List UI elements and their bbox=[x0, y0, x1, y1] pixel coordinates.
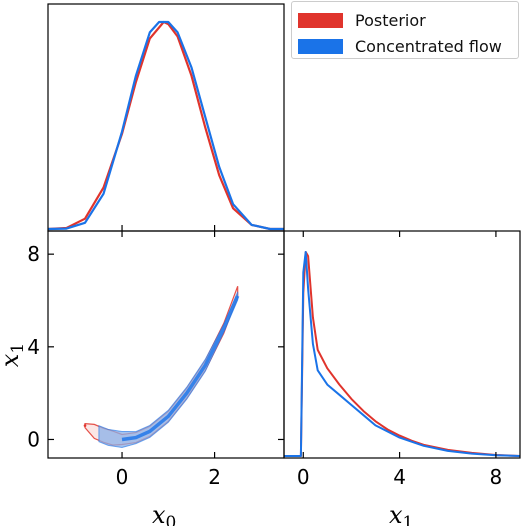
x0-tick-label-2: 2 bbox=[208, 465, 221, 489]
joint-flow-core bbox=[121, 295, 240, 442]
x1-tick-label-4: 4 bbox=[393, 465, 406, 489]
legend-item-flow: Concentrated flow bbox=[298, 35, 502, 57]
legend-label-flow: Concentrated flow bbox=[355, 36, 502, 56]
x1-axis-subscript: 1 bbox=[403, 513, 414, 526]
x1-ytick-label-8: 8 bbox=[27, 242, 40, 266]
posterior-swatch bbox=[298, 12, 343, 28]
marginal-x0-layer bbox=[48, 20, 284, 231]
marginal-x0-frame bbox=[47, 3, 285, 232]
x1-y-axis-subscript: 1 bbox=[8, 343, 28, 354]
x1-tick-label-0: 0 bbox=[297, 465, 310, 489]
marginal-x0-posterior-line bbox=[48, 20, 284, 231]
joint-density-layer bbox=[83, 285, 240, 449]
x1-ytick-label-4: 4 bbox=[27, 335, 40, 359]
marginal-x1-flow-line bbox=[284, 251, 520, 457]
marginal-x1-posterior-line bbox=[284, 251, 520, 457]
x0-axis-label: x0 bbox=[152, 501, 176, 526]
legend: Posterior Concentrated flow bbox=[291, 1, 519, 59]
x1-ytick-label-0: 0 bbox=[27, 427, 40, 451]
marginal-x0-flow-line bbox=[48, 20, 284, 231]
legend-item-posterior: Posterior bbox=[298, 9, 426, 31]
x1-axis-label: x1 bbox=[389, 501, 413, 526]
joint-flow-band bbox=[98, 291, 239, 449]
x1-y-axis-label: x1 bbox=[0, 343, 28, 367]
marginal-x1-frame bbox=[283, 230, 521, 459]
x0-axis-subscript: 0 bbox=[166, 513, 177, 526]
marginal-x1-layer bbox=[284, 251, 520, 457]
tick-layer: 0 2 0 4 8 0 4 8 bbox=[27, 225, 502, 489]
x1-tick-label-8: 8 bbox=[490, 465, 503, 489]
flow-swatch bbox=[298, 38, 343, 54]
x0-tick-label-0: 0 bbox=[116, 465, 129, 489]
joint-outlier-point bbox=[83, 424, 87, 427]
legend-label-posterior: Posterior bbox=[355, 10, 426, 30]
